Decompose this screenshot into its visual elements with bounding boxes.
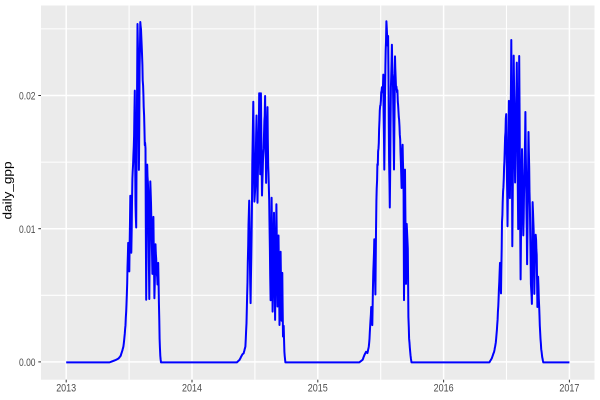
svg-text:0.01: 0.01 bbox=[19, 224, 36, 236]
svg-text:daily_gpp: daily_gpp bbox=[3, 162, 15, 220]
svg-text:2017: 2017 bbox=[559, 382, 579, 394]
svg-text:2014: 2014 bbox=[182, 382, 202, 394]
svg-text:2013: 2013 bbox=[56, 382, 76, 394]
svg-text:0.00: 0.00 bbox=[19, 357, 36, 369]
svg-text:2016: 2016 bbox=[434, 382, 454, 394]
svg-text:2015: 2015 bbox=[308, 382, 328, 394]
svg-text:0.02: 0.02 bbox=[19, 91, 36, 103]
